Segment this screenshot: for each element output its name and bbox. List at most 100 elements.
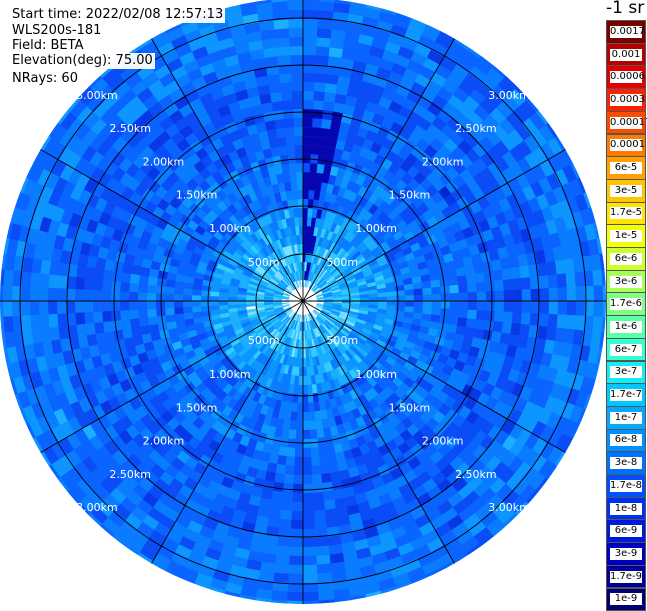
colorbar-swatch: 6e-6 bbox=[606, 247, 646, 271]
radar-cell bbox=[458, 284, 468, 293]
range-ring-label: 500m bbox=[248, 256, 280, 269]
radar-cell bbox=[314, 82, 326, 92]
radar-cell bbox=[287, 592, 303, 601]
radar-cell bbox=[330, 38, 345, 49]
colorbar-tick-label: 1e-7 bbox=[610, 412, 642, 424]
radar-cell bbox=[501, 322, 511, 334]
radar-cell bbox=[378, 297, 387, 302]
radar-cell bbox=[317, 573, 333, 583]
radar-cell bbox=[325, 517, 338, 527]
radar-cell bbox=[303, 163, 310, 172]
radar-cell bbox=[369, 297, 378, 301]
radar-cell bbox=[537, 326, 548, 340]
radar-cell bbox=[288, 565, 303, 574]
radar-cell bbox=[558, 301, 567, 315]
radar-cell bbox=[450, 301, 459, 309]
colorbar-swatch: 0.00017 bbox=[606, 111, 646, 135]
radar-cell bbox=[369, 301, 378, 305]
radar-cell bbox=[316, 555, 331, 565]
radar-cell bbox=[303, 82, 315, 91]
radar-cell bbox=[318, 590, 335, 600]
colorbar-swatch: 1.7e-6 bbox=[606, 292, 646, 316]
radar-cell bbox=[303, 376, 308, 385]
radar-cell bbox=[289, 420, 296, 430]
radar-cell bbox=[303, 466, 312, 475]
radar-cell bbox=[94, 322, 104, 334]
elevation-label: Elevation(deg): 75.00 bbox=[10, 53, 155, 69]
radar-cell bbox=[303, 28, 318, 37]
radar-cell bbox=[324, 92, 336, 102]
radar-cell bbox=[273, 572, 289, 582]
radar-cell bbox=[574, 315, 584, 331]
radar-cell bbox=[331, 480, 343, 491]
radar-cell bbox=[289, 28, 304, 37]
radar-cell bbox=[482, 261, 493, 273]
range-ring-label: 1.50km bbox=[176, 401, 218, 414]
radar-cell bbox=[267, 517, 280, 528]
radar-cell bbox=[449, 285, 459, 294]
radar-cell bbox=[432, 294, 441, 301]
radar-cell bbox=[311, 136, 320, 146]
radar-cell bbox=[3, 269, 13, 286]
radar-cell bbox=[303, 145, 311, 154]
radar-cell bbox=[548, 314, 558, 328]
radar-cell bbox=[486, 291, 495, 301]
radar-cell bbox=[555, 260, 566, 275]
radar-cell bbox=[122, 328, 133, 339]
radar-cell bbox=[291, 190, 297, 199]
radar-cell bbox=[274, 19, 290, 29]
colorbar-swatch: 1.7e-7 bbox=[606, 383, 646, 407]
radar-cell bbox=[310, 447, 319, 457]
radar-cell bbox=[261, 102, 273, 113]
radar-cell bbox=[281, 501, 293, 511]
radar-cell bbox=[308, 393, 314, 402]
radar-cell bbox=[174, 287, 184, 294]
radar-cell bbox=[75, 301, 84, 313]
radar-cell bbox=[303, 511, 315, 520]
colorbar-swatch: 3e-5 bbox=[606, 179, 646, 203]
radar-cell bbox=[303, 502, 314, 511]
radar-cell bbox=[303, 46, 317, 55]
radar-cell bbox=[120, 291, 129, 301]
nrays-label: NRays: 60 bbox=[10, 71, 80, 87]
radar-cell bbox=[309, 420, 316, 429]
radar-cell bbox=[285, 456, 294, 466]
radar-cell bbox=[328, 462, 339, 473]
radar-cell bbox=[303, 190, 309, 199]
colorbar-swatch: 1e-9 bbox=[606, 588, 646, 611]
radar-cell bbox=[312, 474, 322, 484]
radar-cell bbox=[316, 37, 331, 47]
colorbar-tick-label: 1.7e-8 bbox=[610, 480, 642, 492]
radar-cell bbox=[293, 208, 298, 217]
radar-cell bbox=[120, 282, 130, 292]
radar-cell bbox=[468, 301, 477, 310]
radar-cell bbox=[475, 272, 485, 283]
colorbar-swatch: 3e-6 bbox=[606, 270, 646, 294]
radar-cell bbox=[312, 118, 322, 128]
radar-cell bbox=[303, 73, 315, 82]
radar-cell bbox=[270, 92, 282, 102]
radar-cell bbox=[309, 411, 316, 420]
radar-cell bbox=[289, 37, 303, 46]
radar-cell bbox=[219, 301, 228, 306]
radar-cell bbox=[387, 291, 396, 296]
radar-cell bbox=[303, 217, 308, 226]
radar-cell bbox=[102, 301, 111, 312]
radar-cell bbox=[303, 37, 317, 46]
radar-cell bbox=[267, 74, 280, 84]
radar-cell bbox=[292, 82, 304, 91]
radar-cell bbox=[521, 277, 531, 290]
radar-cell bbox=[328, 56, 342, 67]
radar-cell bbox=[537, 263, 548, 277]
radar-cell bbox=[291, 73, 303, 82]
radar-cell bbox=[285, 127, 295, 137]
radar-cell bbox=[290, 172, 297, 181]
radar-cell bbox=[93, 279, 103, 291]
radar-cell bbox=[539, 275, 549, 289]
colorbar-swatch: 3e-7 bbox=[606, 361, 646, 385]
colorbar-tick-label: 6e-9 bbox=[610, 525, 642, 537]
radar-cell bbox=[174, 294, 183, 301]
radar-cell bbox=[592, 270, 602, 287]
radar-cell bbox=[298, 376, 303, 385]
radar-cell bbox=[3, 285, 12, 301]
